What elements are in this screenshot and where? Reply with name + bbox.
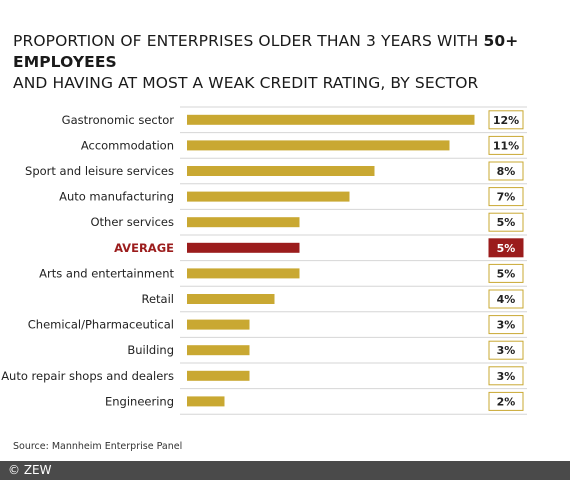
value-label: 3% — [497, 344, 516, 357]
category-label: Gastronomic sector — [62, 113, 175, 127]
category-label: Building — [127, 343, 174, 357]
bar-chart: Gastronomic sector 12% Accommodation 11% Spo… — [1, 106, 527, 415]
bar — [187, 268, 300, 279]
value-label: 4% — [497, 293, 516, 306]
category-label: Auto manufacturing — [59, 190, 174, 204]
bar — [187, 166, 375, 176]
value-box — [488, 315, 524, 335]
bar — [187, 294, 275, 304]
value-box — [488, 110, 524, 130]
chart-title: PROPORTION OF ENTERPRISES OLDER THAN 3 Y… — [13, 31, 563, 94]
category-label: Accommodation — [81, 138, 174, 152]
value-box — [488, 391, 524, 411]
category-label: AVERAGE — [114, 241, 174, 255]
title-text-bold: 50+ EMPLOYEES — [13, 32, 519, 71]
bar — [187, 114, 475, 125]
value-label: 2% — [497, 395, 516, 408]
value-box — [488, 212, 524, 232]
bar — [187, 191, 350, 202]
category-label: Sport and leisure services — [25, 164, 174, 178]
bar — [187, 345, 250, 356]
category-label: Arts and entertainment — [39, 266, 174, 280]
value-box — [488, 161, 524, 181]
value-label: 12% — [493, 114, 519, 127]
value-box — [488, 263, 524, 283]
bar — [187, 319, 250, 330]
value-label: 3% — [497, 319, 516, 332]
title-text-1: PROPORTION OF ENTERPRISES OLDER THAN 3 Y… — [13, 32, 484, 50]
value-label: 8% — [497, 165, 516, 178]
value-box — [488, 238, 524, 258]
value-label: 5% — [497, 242, 516, 255]
source-note: Source: Mannheim Enterprise Panel — [13, 441, 183, 452]
bar — [187, 140, 450, 151]
category-label: Other services — [91, 215, 175, 229]
bar — [187, 217, 300, 228]
category-label: Auto repair shops and dealers — [1, 369, 174, 383]
value-box — [488, 289, 524, 309]
value-box — [488, 135, 524, 155]
value-label: 5% — [497, 267, 516, 280]
value-label: 3% — [497, 370, 516, 383]
value-label: 5% — [497, 216, 516, 229]
value-box — [488, 187, 524, 207]
bar — [187, 242, 300, 253]
value-label: 11% — [493, 139, 519, 152]
category-label: Chemical/Pharmaceutical — [28, 318, 174, 332]
bar — [187, 396, 225, 407]
copyright-text: © ZEW — [8, 463, 52, 477]
value-label: 7% — [497, 191, 516, 204]
bar — [187, 370, 250, 381]
category-label: Engineering — [105, 394, 174, 408]
category-label: Retail — [142, 292, 175, 306]
title-text-2: AND HAVING AT MOST A WEAK CREDIT RATING,… — [13, 74, 479, 92]
footer-bar: © ZEW — [0, 461, 570, 480]
value-box — [488, 366, 524, 386]
value-box — [488, 340, 524, 360]
